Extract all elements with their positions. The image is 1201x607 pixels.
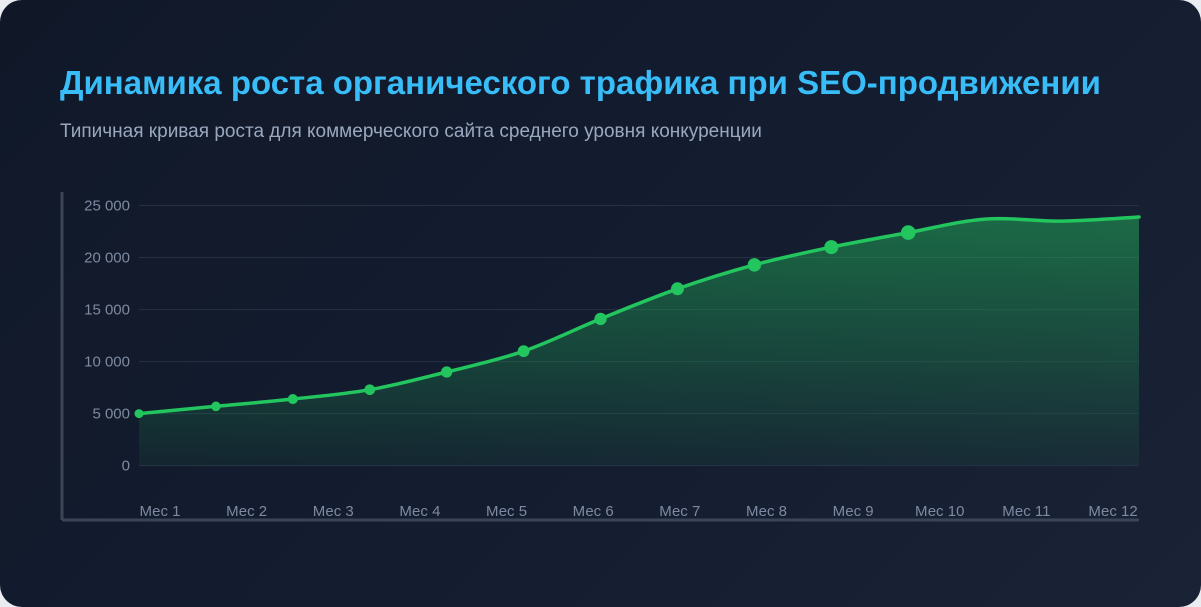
data-point[interactable]: [824, 240, 839, 255]
data-point[interactable]: [287, 393, 298, 405]
x-tick-label: Мес 3: [313, 503, 354, 520]
x-tick-label: Мес 8: [746, 503, 787, 520]
data-point[interactable]: [134, 409, 144, 419]
x-tick-label: Мес 4: [399, 503, 440, 520]
y-tick-label: 20 000: [84, 250, 130, 267]
chart-subtitle: Типичная кривая роста для коммерческого …: [60, 121, 762, 142]
area-path: [139, 217, 1139, 466]
x-tick-label: Мес 5: [486, 503, 527, 520]
series-line-path: [137, 215, 1141, 416]
y-tick-label: 5 000: [92, 406, 130, 423]
data-point[interactable]: [900, 225, 916, 240]
data-point[interactable]: [747, 258, 762, 272]
x-tick-label: Мес 12: [1088, 503, 1137, 520]
x-tick-label: Мес 2: [226, 503, 267, 520]
chart-title: Динамика роста органического трафика при…: [60, 64, 1101, 101]
x-tick-label: Мес 7: [659, 503, 700, 520]
axes: [60, 192, 1139, 522]
series-line: [137, 215, 1141, 416]
y-tick-label: 0: [122, 458, 130, 475]
x-tick-label: Мес 6: [573, 503, 614, 520]
y-tick-label: 15 000: [84, 302, 130, 319]
x-tick-labels: Мес 1 Мес 2 Мес 3 Мес 4 Мес 5 Мес 6 Мес 7 Мес 8…: [139, 503, 1137, 520]
data-point[interactable]: [517, 345, 530, 358]
data-point[interactable]: [211, 401, 221, 412]
x-tick-label: Мес 9: [833, 503, 874, 520]
data-point[interactable]: [594, 312, 607, 326]
y-tick-label: 10 000: [84, 354, 130, 371]
data-points: [134, 225, 916, 419]
data-point[interactable]: [671, 282, 684, 296]
data-point[interactable]: [364, 384, 376, 396]
x-tick-label: Мес 11: [1002, 503, 1050, 520]
y-tick-label: 25 000: [84, 198, 130, 215]
data-point[interactable]: [441, 366, 453, 378]
y-tick-labels: 0 5 000 10 000 15 000 20 000 25 000: [84, 198, 130, 475]
area-fill: [139, 217, 1139, 466]
x-tick-label: Мес 10: [915, 503, 964, 520]
x-tick-label: Мес 1: [139, 503, 180, 520]
